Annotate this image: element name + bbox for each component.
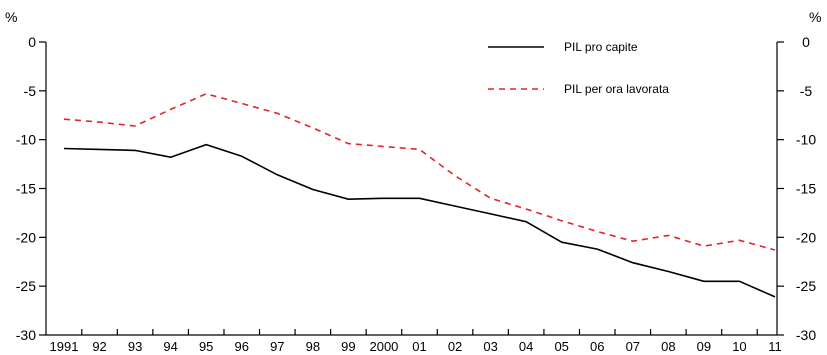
x-tick-label: 05 bbox=[554, 339, 568, 354]
x-tick-label: 02 bbox=[448, 339, 462, 354]
y-ticks: 0 0 -5 -5 -10 -10 -15 -15 -20 -20 -25 -25 -30 -30 bbox=[16, 34, 817, 343]
y-tick-label: -20 bbox=[16, 229, 36, 245]
x-tick-label: 10 bbox=[732, 339, 746, 354]
y-tick-label: 0 bbox=[28, 34, 36, 50]
x-tick-label: 04 bbox=[519, 339, 533, 354]
right-y-axis-unit: % bbox=[809, 9, 821, 25]
y-tick-label: -15 bbox=[16, 181, 36, 197]
x-tick-label: 98 bbox=[306, 339, 320, 354]
x-tick-label: 99 bbox=[341, 339, 355, 354]
x-tick-label: 08 bbox=[661, 339, 675, 354]
y-tick-label: -25 bbox=[16, 278, 36, 294]
x-tick-label: 93 bbox=[128, 339, 142, 354]
y-tick-label-right: -20 bbox=[796, 229, 816, 245]
x-tick-label: 95 bbox=[199, 339, 213, 354]
legend: PIL pro capite PIL per ora lavorata bbox=[488, 40, 669, 96]
x-tick-label: 07 bbox=[626, 339, 640, 354]
x-tick-label: 11 bbox=[768, 339, 782, 354]
left-y-axis-unit: % bbox=[5, 9, 17, 25]
x-ticks: 1991 92 93 94 95 96 97 98 99 2000 01 02 03 04 05 06 07 08… bbox=[50, 329, 782, 354]
x-tick-label: 96 bbox=[235, 339, 249, 354]
y-tick-label-right: -5 bbox=[800, 83, 813, 99]
y-tick-label-right: -30 bbox=[796, 327, 816, 343]
x-tick-label: 1991 bbox=[50, 339, 79, 354]
y-tick-label-right: 0 bbox=[802, 34, 810, 50]
y-tick-label-right: -25 bbox=[796, 278, 816, 294]
series-line-pil-pro-capite bbox=[63, 143, 776, 298]
x-tick-label: 94 bbox=[163, 339, 177, 354]
series-lines bbox=[63, 93, 776, 298]
y-tick-label: -30 bbox=[16, 327, 36, 343]
y-tick-label-right: -10 bbox=[796, 132, 816, 148]
x-tick-label: 06 bbox=[590, 339, 604, 354]
x-tick-label: 01 bbox=[412, 339, 426, 354]
y-tick-label: -10 bbox=[16, 132, 36, 148]
axes: % % bbox=[5, 9, 821, 336]
series-line-pil-per-ora-lavorata bbox=[63, 93, 776, 251]
x-tick-label: 97 bbox=[270, 339, 284, 354]
x-tick-label: 09 bbox=[697, 339, 711, 354]
y-tick-label-right: -15 bbox=[796, 181, 816, 197]
x-tick-label: 92 bbox=[92, 339, 106, 354]
x-tick-label: 03 bbox=[483, 339, 497, 354]
legend-label: PIL pro capite bbox=[564, 40, 638, 54]
x-tick-label: 2000 bbox=[369, 339, 398, 354]
legend-label: PIL per ora lavorata bbox=[564, 82, 669, 96]
y-tick-label: -5 bbox=[24, 83, 37, 99]
